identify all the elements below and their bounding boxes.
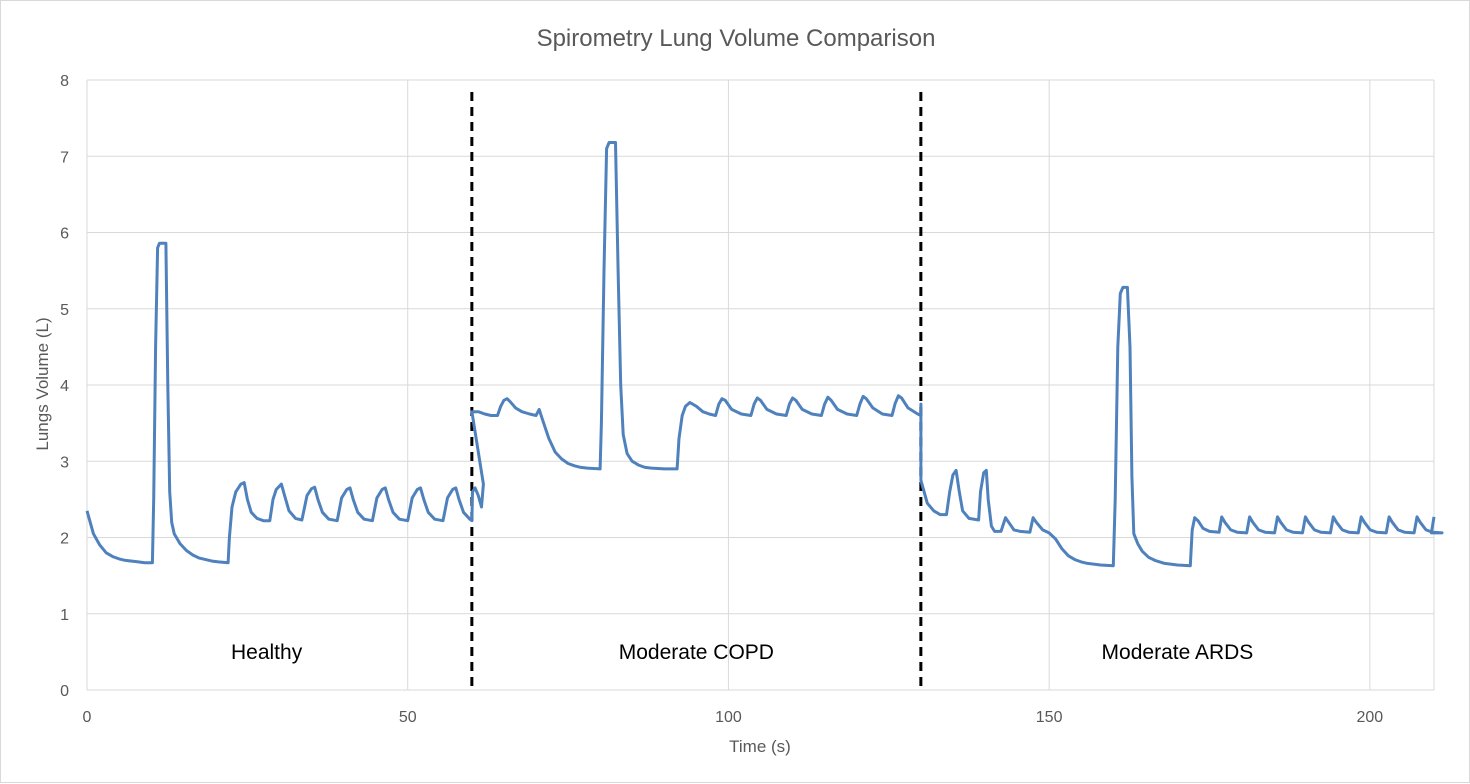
x-tick-label: 100	[715, 709, 742, 726]
series-line	[85, 141, 1444, 568]
chart-title: Spirometry Lung Volume Comparison	[537, 25, 936, 52]
region-label: Healthy	[231, 641, 303, 664]
y-tick-label: 5	[60, 302, 69, 319]
y-tick-label: 2	[60, 531, 69, 548]
y-tick-labels: 0 1 2 3 4 5 6 7 8	[60, 73, 69, 700]
x-axis-label: Time (s)	[729, 737, 791, 756]
x-tick-label: 200	[1357, 709, 1384, 726]
y-tick-label: 3	[60, 454, 69, 471]
x-tick-labels: 0 50 100 150 200	[83, 709, 1384, 726]
region-label: Moderate COPD	[619, 641, 774, 664]
region-dividers	[470, 92, 923, 692]
gridlines	[86, 79, 1435, 691]
x-tick-label: 0	[83, 709, 92, 726]
y-tick-label: 8	[60, 73, 69, 90]
y-axis-label: Lungs Volume (L)	[33, 317, 52, 450]
x-tick-label: 50	[399, 709, 417, 726]
y-tick-label: 1	[60, 607, 69, 624]
region-labels: Healthy Moderate COPD Moderate ARDS	[231, 641, 1253, 664]
region-label: Moderate ARDS	[1102, 641, 1254, 664]
y-tick-label: 4	[60, 378, 69, 395]
y-tick-label: 7	[60, 149, 69, 166]
y-tick-label: 6	[60, 226, 69, 243]
y-tick-label: 0	[60, 683, 69, 700]
x-tick-label: 150	[1036, 709, 1063, 726]
data-series	[85, 141, 1444, 568]
